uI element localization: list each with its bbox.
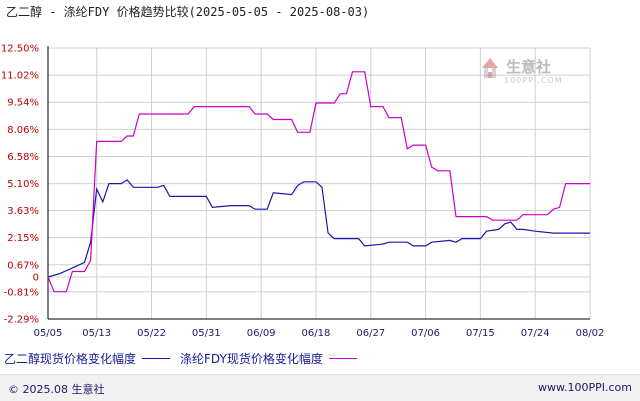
x-tick-label: 05/31 bbox=[192, 328, 221, 339]
legend: 乙二醇现货价格变化幅度 涤纶FDY现货价格变化幅度 bbox=[4, 350, 367, 367]
chart-svg: 12.50% 11.02% 9.54% 8.06% 6.58% 5.10% 3.63% 2.1… bbox=[1, 44, 605, 340]
x-tick-labels: 05/05 05/13 05/22 05/31 06/09 06/18 06/27 07/06… bbox=[34, 328, 605, 339]
chart-title: 乙二醇 - 涤纶FDY 价格趋势比较(2025-05-05 - 2025-08-… bbox=[6, 5, 370, 19]
watermark-url: 100PPI.COM bbox=[504, 76, 563, 85]
y-tick-label: 11.02% bbox=[1, 71, 39, 82]
watermark-name: 生意社 bbox=[506, 58, 552, 76]
y-tick-label: 0.67% bbox=[7, 260, 39, 271]
y-tick-label: 2.15% bbox=[7, 233, 39, 244]
series-line-2 bbox=[47, 71, 590, 293]
legend-swatch-series1 bbox=[142, 358, 171, 359]
x-tick-label: 08/02 bbox=[576, 328, 605, 339]
y-tick-labels: 12.50% 11.02% 9.54% 8.06% 6.58% 5.10% 3.63% 2.1… bbox=[1, 44, 39, 326]
x-tick-label: 07/15 bbox=[466, 328, 495, 339]
x-tick-label: 07/06 bbox=[411, 328, 440, 339]
legend-label-series2: 涤纶FDY现货价格变化幅度 bbox=[180, 352, 323, 366]
x-tick-label: 05/22 bbox=[137, 328, 166, 339]
y-tick-label: 0 bbox=[33, 273, 39, 284]
x-tick-label: 05/13 bbox=[82, 328, 111, 339]
x-tick-label: 07/24 bbox=[521, 328, 550, 339]
y-tick-label: 9.54% bbox=[7, 98, 39, 109]
footer-copyright: © 2025.08 生意社 bbox=[8, 383, 105, 396]
y-tick-label: 6.58% bbox=[7, 152, 39, 163]
y-tick-label: -0.81% bbox=[4, 287, 39, 298]
footer-site-link[interactable]: www.100PPI.com bbox=[538, 381, 632, 394]
series-line-1 bbox=[47, 179, 590, 278]
watermark-logo: 生意社 100PPI.COM bbox=[480, 54, 580, 90]
y-tick-label: -2.29% bbox=[4, 315, 39, 326]
footer: © 2025.08 生意社 www.100PPI.com bbox=[0, 374, 640, 401]
x-tick-label: 06/18 bbox=[302, 328, 331, 339]
y-tick-label: 3.63% bbox=[7, 206, 39, 217]
x-tick-label: 06/27 bbox=[356, 328, 385, 339]
legend-swatch-series2 bbox=[328, 358, 357, 359]
x-tick-label: 06/09 bbox=[247, 328, 276, 339]
series-lines bbox=[47, 71, 590, 293]
y-tick-label: 5.10% bbox=[7, 179, 39, 190]
y-tick-label: 12.50% bbox=[1, 44, 39, 55]
x-tick-label: 05/05 bbox=[34, 328, 63, 339]
y-tick-label: 8.06% bbox=[7, 125, 39, 136]
legend-label-series1: 乙二醇现货价格变化幅度 bbox=[4, 352, 137, 366]
axes bbox=[47, 46, 590, 320]
